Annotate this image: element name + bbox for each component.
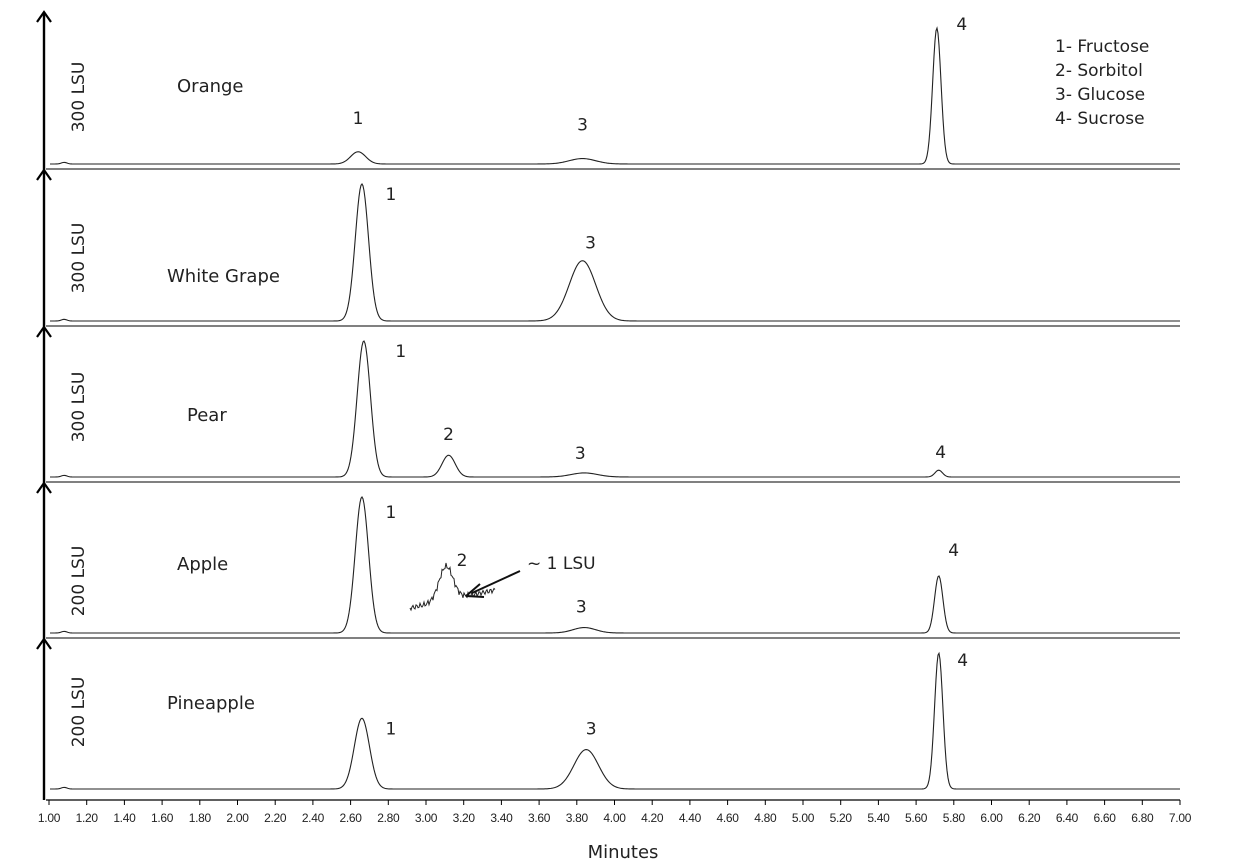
x-tick-labels: 1.00 1.20 1.40 1.60 1.80 2.00 2.20 2.40 2.60 2.80… — [38, 811, 1192, 825]
x-tick-label: 6.40 — [1056, 811, 1079, 825]
chromatogram-trace — [50, 183, 1180, 322]
x-tick-label: 2.60 — [340, 811, 363, 825]
legend-item-fructose: 1- Fructose — [1055, 37, 1149, 57]
x-tick-label: 4.60 — [717, 811, 740, 825]
peak-label-1: 1 — [395, 342, 406, 362]
panel-pineapple: 200 LSU Pineapple 1 3 4 — [36, 637, 1180, 801]
x-tick-label: 3.80 — [566, 811, 589, 825]
x-tick-label: 3.40 — [490, 811, 513, 825]
legend: 1- Fructose 2- Sorbitol 3- Glucose 4- Su… — [1055, 37, 1149, 129]
x-tick-label: 3.60 — [528, 811, 551, 825]
legend-item-sorbitol: 2- Sorbitol — [1055, 61, 1143, 81]
peak-label-3: 3 — [576, 598, 587, 618]
x-tick-label: 6.60 — [1094, 811, 1117, 825]
y-axis-arrow — [36, 481, 52, 494]
x-tick-label: 5.80 — [943, 811, 966, 825]
x-tick-label: 3.20 — [453, 811, 476, 825]
x-tick-label: 1.00 — [38, 811, 61, 825]
chromatogram-trace — [50, 651, 1180, 790]
legend-item-sucrose: 4- Sucrose — [1055, 109, 1145, 129]
x-tick-label: 2.40 — [302, 811, 325, 825]
x-tick-label: 2.20 — [264, 811, 287, 825]
peak-label-3: 3 — [585, 234, 596, 254]
y-axis-label: 300 LSU — [69, 223, 89, 294]
x-tick-label: 5.60 — [905, 811, 928, 825]
sorbitol-zoom-trace — [409, 562, 496, 612]
x-tick-label: 4.40 — [679, 811, 702, 825]
peak-label-4: 4 — [956, 15, 967, 35]
x-tick-label: 5.00 — [792, 811, 815, 825]
peak-label-1: 1 — [385, 503, 396, 523]
x-tick-label: 5.40 — [867, 811, 890, 825]
x-tick-label: 4.80 — [754, 811, 777, 825]
legend-item-glucose: 3- Glucose — [1055, 85, 1145, 105]
peak-label-3: 3 — [586, 720, 597, 740]
chromatogram-trace — [50, 340, 1180, 478]
peak-label-2: 2 — [457, 551, 468, 571]
panel-name: White Grape — [167, 266, 280, 287]
x-tick-label: 1.40 — [113, 811, 136, 825]
annotation-arrow-shaft — [471, 570, 521, 594]
x-tick-label: 4.00 — [603, 811, 626, 825]
x-tick-label: 2.00 — [226, 811, 249, 825]
x-axis-label: Minutes — [588, 842, 659, 863]
y-axis-label: 200 LSU — [69, 677, 89, 748]
x-tick-label: 3.00 — [415, 811, 438, 825]
panel-apple: 200 LSU Apple 1 2 3 4 ~ 1 LSU — [36, 481, 1180, 639]
x-tick-label: 1.80 — [189, 811, 212, 825]
y-axis-label: 300 LSU — [69, 372, 89, 443]
x-tick-label: 6.80 — [1131, 811, 1154, 825]
x-tick-label: 1.60 — [151, 811, 174, 825]
x-tick-label: 1.20 — [76, 811, 99, 825]
peak-label-4: 4 — [935, 443, 946, 463]
y-axis-arrow — [36, 325, 52, 338]
panel-white-grape: 300 LSU White Grape 1 3 — [36, 168, 1180, 327]
annotation-arrow-head — [465, 583, 485, 598]
y-axis-arrow — [36, 168, 52, 181]
chromatogram-trace — [50, 496, 1180, 634]
peak-label-1: 1 — [385, 719, 396, 739]
x-tick-label: 7.00 — [1169, 811, 1192, 825]
panel-name: Pineapple — [167, 693, 255, 714]
peak-label-2: 2 — [443, 425, 454, 445]
panel-orange: 300 LSU Orange 1 3 4 — [36, 10, 1180, 170]
panel-name: Pear — [187, 405, 227, 426]
y-axis-arrow — [36, 10, 52, 23]
chromatogram-trace — [50, 26, 1180, 165]
x-tick-label: 6.20 — [1018, 811, 1041, 825]
x-tick-label: 6.00 — [980, 811, 1003, 825]
y-axis-arrow — [36, 637, 52, 650]
peak-label-1: 1 — [385, 185, 396, 205]
x-tick-label: 5.20 — [830, 811, 853, 825]
peak-label-3: 3 — [575, 444, 586, 464]
peak-label-3: 3 — [577, 116, 588, 136]
panel-name: Orange — [177, 76, 244, 97]
y-axis-label: 300 LSU — [69, 62, 89, 133]
y-axis-label: 200 LSU — [69, 546, 89, 617]
peak-label-1: 1 — [353, 109, 364, 129]
panel-name: Apple — [177, 554, 228, 575]
x-axis — [46, 799, 1181, 805]
x-tick-label: 4.20 — [641, 811, 664, 825]
annotation-label: ~ 1 LSU — [527, 554, 596, 574]
panel-pear: 300 LSU Pear 1 2 3 4 — [36, 325, 1180, 483]
peak-label-4: 4 — [948, 541, 959, 561]
peak-label-4: 4 — [957, 651, 968, 671]
x-tick-label: 2.80 — [377, 811, 400, 825]
